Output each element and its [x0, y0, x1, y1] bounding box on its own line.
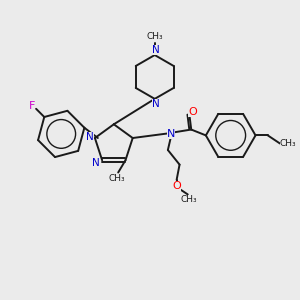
Text: N: N [167, 129, 175, 139]
Text: CH₃: CH₃ [181, 195, 197, 204]
Text: N: N [152, 45, 160, 55]
Text: N: N [92, 158, 100, 168]
Text: F: F [29, 101, 35, 111]
Text: CH₃: CH₃ [146, 32, 163, 41]
Text: CH₃: CH₃ [280, 139, 297, 148]
Text: N: N [152, 99, 160, 109]
Text: O: O [188, 107, 197, 117]
Text: N: N [86, 132, 94, 142]
Text: O: O [172, 181, 181, 191]
Text: CH₃: CH₃ [108, 174, 125, 183]
